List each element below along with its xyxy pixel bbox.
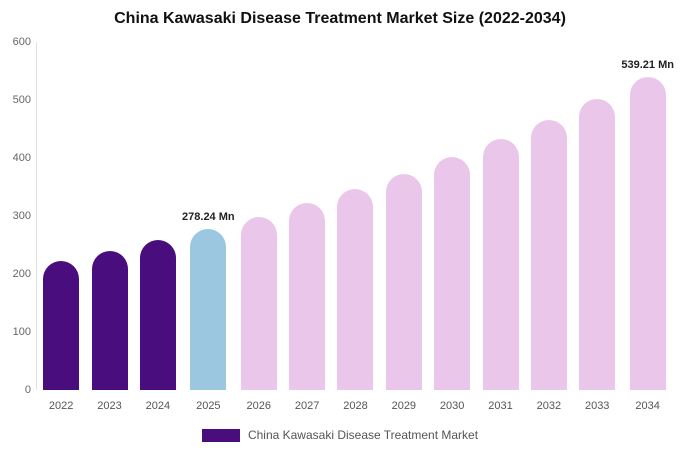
x-tick-label: 2027 (294, 400, 320, 412)
x-tick-label: 2023 (97, 400, 122, 412)
bar-2024 (139, 240, 176, 390)
legend-label: China Kawasaki Disease Treatment Market (247, 428, 479, 442)
x-tick-label: 2026 (246, 400, 272, 412)
y-tick-label: 100 (12, 326, 31, 338)
x-tick-label: 2025 (196, 400, 221, 412)
y-tick-label: 600 (12, 36, 31, 48)
legend: China Kawasaki Disease Treatment Market (0, 428, 680, 442)
x-tick-label: 2034 (635, 400, 660, 412)
bar-2028 (337, 188, 374, 390)
y-tick-label: 400 (12, 152, 31, 164)
bar-column: 2027 (283, 42, 331, 412)
y-tick-label: 200 (12, 268, 31, 280)
legend-swatch (201, 428, 240, 442)
bar-value-label: 278.24 Mn (182, 210, 235, 223)
x-tick-label: 2031 (488, 400, 513, 412)
bar-2034 (629, 77, 666, 390)
x-tick-label: 2033 (584, 400, 610, 412)
bar-column: 2029 (380, 42, 428, 412)
bar-2022 (43, 260, 80, 390)
bar-column: 278.24 Mn 2025 (182, 42, 235, 412)
bar-column: 2032 (525, 42, 573, 412)
bar-column: 2033 (573, 42, 621, 412)
x-tick-label: 2029 (391, 400, 417, 412)
bar-column: 2023 (85, 42, 133, 412)
x-tick-label: 2024 (145, 400, 171, 412)
y-tick-label: 0 (24, 384, 31, 396)
bar-column: 539.21 Mn 2034 (621, 42, 674, 412)
x-tick-label: 2032 (536, 400, 562, 412)
y-tick-label: 500 (12, 94, 31, 106)
bar-2033 (579, 99, 616, 390)
bar-2031 (482, 139, 519, 390)
bar-column: 2022 (37, 42, 85, 412)
x-tick-label: 2030 (439, 400, 465, 412)
bar-column: 2026 (235, 42, 283, 412)
bar-column: 2028 (331, 42, 379, 412)
bar-2030 (434, 156, 471, 390)
bar-value-label: 539.21 Mn (621, 59, 674, 72)
bar-column: 2030 (428, 42, 476, 412)
bar-2027 (289, 203, 326, 390)
plot-area: 2022 2023 2024 278.24 Mn 2025 2026 2027 2028 202… (13, 36, 674, 412)
bar-2029 (385, 173, 422, 390)
bar-2026 (240, 216, 277, 390)
bar-2025 (190, 228, 227, 390)
bars-row: 2022 2023 2024 278.24 Mn 2025 2026 2027 2028 202… (37, 42, 674, 412)
bar-2032 (530, 120, 567, 390)
chart-title: China Kawasaki Disease Treatment Market … (114, 10, 566, 27)
x-tick-label: 2028 (343, 400, 368, 412)
bar-column: 2024 (134, 42, 182, 412)
bar-2023 (91, 250, 128, 390)
bar-column: 2031 (476, 42, 524, 412)
x-tick-label: 2022 (48, 400, 74, 412)
y-tick-label: 300 (12, 210, 31, 222)
